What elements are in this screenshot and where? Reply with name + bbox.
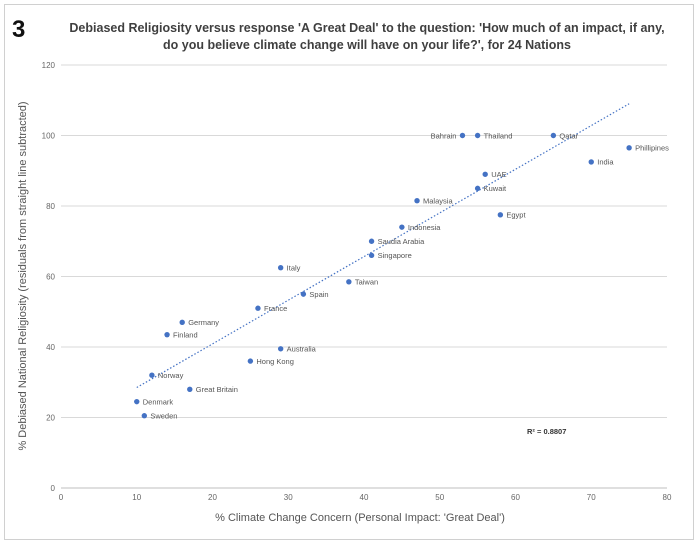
x-tick-label-70: 70 — [587, 493, 596, 502]
point-italy — [277, 264, 284, 271]
point-label-qatar: Qatar — [559, 131, 578, 140]
axes: 0 20 40 60 80 100 120 0 10 20 30 40 50 60 70 80 — [42, 61, 672, 502]
x-tick-label-60: 60 — [511, 493, 520, 502]
data-points — [134, 132, 632, 419]
y-tick-label-120: 120 — [42, 61, 56, 70]
gridlines — [61, 64, 667, 489]
point-hong-kong — [247, 358, 254, 364]
point-label-hong-kong: Hong Kong — [256, 357, 294, 366]
point-labels: Bahrain Thailand Qatar Phillipines India UAE K… — [143, 131, 669, 420]
point-bahrain — [459, 132, 466, 139]
point-france — [255, 305, 261, 311]
point-label-uae: UAE — [491, 170, 506, 179]
x-tick-label-40: 40 — [360, 493, 369, 502]
point-label-great-britain: Great Britain — [196, 385, 238, 394]
figure-number: 3 — [12, 16, 26, 43]
point-label-singapore: Singapore — [378, 251, 412, 260]
y-tick-label-0: 0 — [51, 484, 56, 493]
point-spain — [300, 291, 307, 297]
point-australia — [277, 346, 284, 352]
x-axis-title: % Climate Change Concern (Personal Impac… — [215, 512, 505, 524]
point-thailand — [474, 132, 481, 139]
point-great-britain — [187, 386, 193, 392]
point-malaysia — [414, 198, 420, 204]
point-label-germany: Germany — [188, 318, 219, 327]
point-singapore — [368, 252, 375, 259]
point-qatar — [550, 132, 557, 139]
point-label-phillipines: Phillipines — [635, 144, 669, 153]
point-label-kuwait: Kuwait — [484, 184, 507, 193]
point-sweden — [141, 413, 148, 419]
point-label-egypt: Egypt — [506, 211, 526, 220]
point-kuwait — [474, 185, 481, 192]
point-phillipines — [626, 145, 632, 151]
point-germany — [179, 319, 185, 326]
point-label-spain: Spain — [309, 290, 328, 299]
point-denmark — [134, 398, 140, 405]
point-label-saudia-arabia: Saudia Arabia — [378, 237, 426, 246]
point-label-taiwan: Taiwan — [355, 278, 378, 287]
y-tick-label-100: 100 — [42, 132, 56, 141]
y-axis-title: % Debiased National Religiosity (residua… — [17, 101, 29, 450]
point-label-thailand: Thailand — [484, 131, 513, 140]
point-label-denmark: Denmark — [143, 397, 174, 406]
point-norway — [149, 372, 155, 378]
trendline — [136, 103, 630, 389]
point-india — [588, 159, 594, 165]
point-taiwan — [346, 279, 352, 285]
point-egypt — [497, 212, 504, 218]
point-label-india: India — [597, 158, 614, 167]
point-label-sweden: Sweden — [150, 412, 177, 421]
point-label-bahrain: Bahrain — [431, 131, 457, 140]
point-label-italy: Italy — [287, 263, 301, 272]
y-tick-label-20: 20 — [46, 414, 55, 423]
y-tick-label-80: 80 — [46, 202, 55, 211]
x-tick-label-30: 30 — [284, 493, 293, 502]
point-label-malaysia: Malaysia — [423, 197, 453, 206]
point-indonesia — [399, 224, 405, 230]
x-tick-label-20: 20 — [208, 493, 217, 502]
chart-title: Debiased Religiosity versus response 'A … — [69, 21, 665, 52]
x-tick-label-80: 80 — [663, 493, 672, 502]
y-tick-label-40: 40 — [46, 343, 55, 352]
point-label-france: France — [264, 304, 287, 313]
y-tick-label-60: 60 — [46, 273, 55, 282]
point-finland — [164, 331, 170, 338]
x-tick-label-10: 10 — [132, 493, 141, 502]
point-label-australia: Australia — [287, 345, 317, 354]
point-label-norway: Norway — [158, 371, 184, 380]
x-tick-label-50: 50 — [435, 493, 444, 502]
point-uae — [482, 171, 488, 177]
trendline-group — [136, 103, 630, 389]
point-label-indonesia: Indonesia — [408, 223, 441, 232]
point-saudia-arabia — [368, 238, 375, 244]
chart-frame — [4, 4, 694, 540]
x-tick-label-0: 0 — [59, 493, 64, 502]
r-squared-label: R² = 0.8807 — [527, 427, 566, 436]
point-label-finland: Finland — [173, 330, 198, 339]
